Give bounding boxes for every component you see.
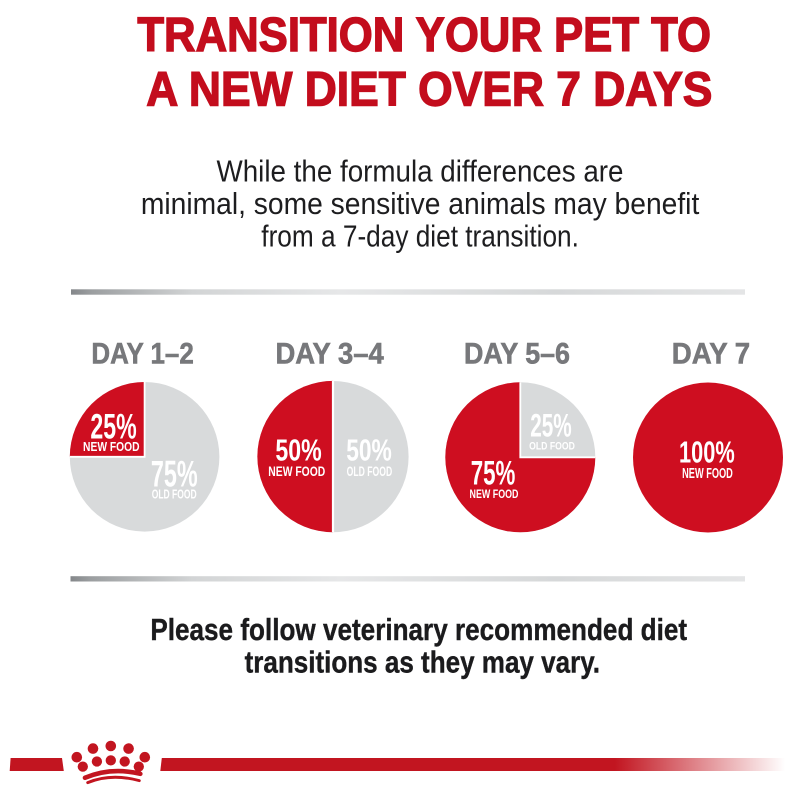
svg-text:75%: 75%: [151, 453, 198, 495]
svg-text:minimal, some sensitive animal: minimal, some sensitive animals may bene…: [141, 186, 700, 221]
svg-text:DAY 3–4: DAY 3–4: [275, 337, 384, 370]
svg-text:Please follow veterinary recom: Please follow veterinary recommended die…: [150, 612, 687, 647]
svg-text:NEW FOOD: NEW FOOD: [470, 487, 519, 501]
svg-text:DAY 1–2: DAY 1–2: [91, 337, 193, 370]
svg-text:from a 7-day diet transition.: from a 7-day diet transition.: [261, 219, 579, 254]
svg-text:100%: 100%: [679, 436, 735, 470]
svg-text:50%: 50%: [346, 434, 392, 468]
svg-text:DAY 5–6: DAY 5–6: [464, 337, 570, 370]
svg-text:25%: 25%: [530, 408, 571, 444]
svg-text:While the formula differences: While the formula differences are: [217, 153, 624, 188]
svg-text:50%: 50%: [275, 434, 321, 468]
svg-text:OLD FOOD: OLD FOOD: [347, 463, 393, 479]
svg-text:transitions as they may vary.: transitions as they may vary.: [245, 644, 600, 679]
svg-text:75%: 75%: [471, 454, 516, 492]
svg-text:DAY 7: DAY 7: [672, 337, 750, 370]
svg-text:25%: 25%: [90, 406, 136, 446]
svg-text:OLD FOOD: OLD FOOD: [529, 440, 575, 452]
svg-text:OLD FOOD: OLD FOOD: [152, 488, 197, 502]
svg-text:TRANSITION YOUR PET TO: TRANSITION YOUR PET TO: [137, 8, 711, 62]
svg-text:NEW FOOD: NEW FOOD: [682, 466, 733, 482]
svg-text:NEW FOOD: NEW FOOD: [268, 463, 325, 479]
svg-text:A NEW DIET OVER 7 DAYS: A NEW DIET OVER 7 DAYS: [146, 63, 712, 117]
svg-text:NEW FOOD: NEW FOOD: [83, 439, 140, 454]
